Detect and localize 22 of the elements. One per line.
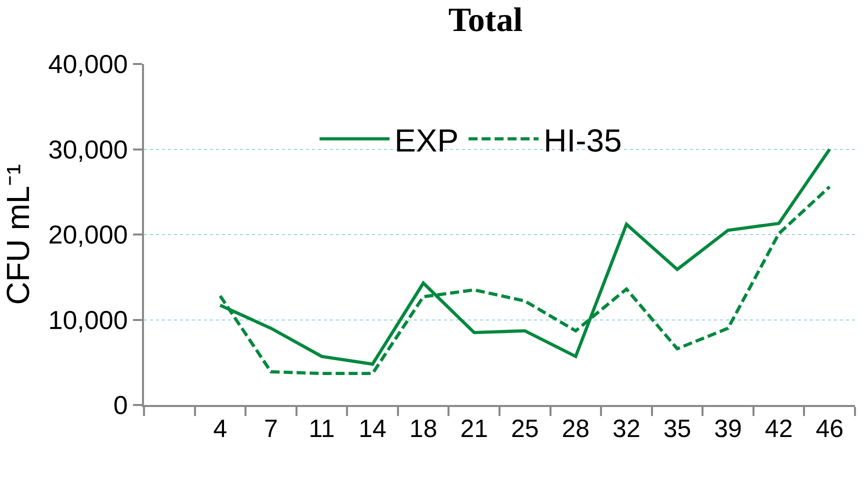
x-tick-label: 14 bbox=[358, 415, 387, 443]
x-tick-label: 11 bbox=[308, 415, 335, 443]
x-tick-label: 7 bbox=[264, 415, 278, 443]
x-tick-label: 21 bbox=[460, 415, 488, 443]
y-tick-label: 40,000 bbox=[48, 49, 128, 80]
x-tick-label: 25 bbox=[510, 415, 539, 443]
y-tick-label: 0 bbox=[113, 390, 128, 420]
x-tick-label: 32 bbox=[612, 415, 640, 443]
y-tick-label: 20,000 bbox=[48, 220, 128, 250]
legend-label: EXP bbox=[394, 122, 459, 158]
chart-title: Total bbox=[448, 2, 523, 39]
y-tick-label: 30,000 bbox=[48, 134, 128, 164]
x-tick-label: 39 bbox=[714, 415, 742, 443]
x-tick-label: 28 bbox=[562, 415, 590, 443]
x-tick-label: 35 bbox=[663, 415, 692, 443]
y-tick-label: 10,000 bbox=[48, 304, 128, 335]
x-tick-label: 4 bbox=[213, 415, 228, 443]
x-tick-label: 42 bbox=[764, 415, 793, 443]
legend-label: HI-35 bbox=[544, 122, 622, 158]
x-tick-label: 18 bbox=[409, 415, 438, 443]
x-tick-label: 46 bbox=[816, 415, 844, 443]
y-axis-title: CFU mL⁻¹ bbox=[0, 164, 36, 305]
